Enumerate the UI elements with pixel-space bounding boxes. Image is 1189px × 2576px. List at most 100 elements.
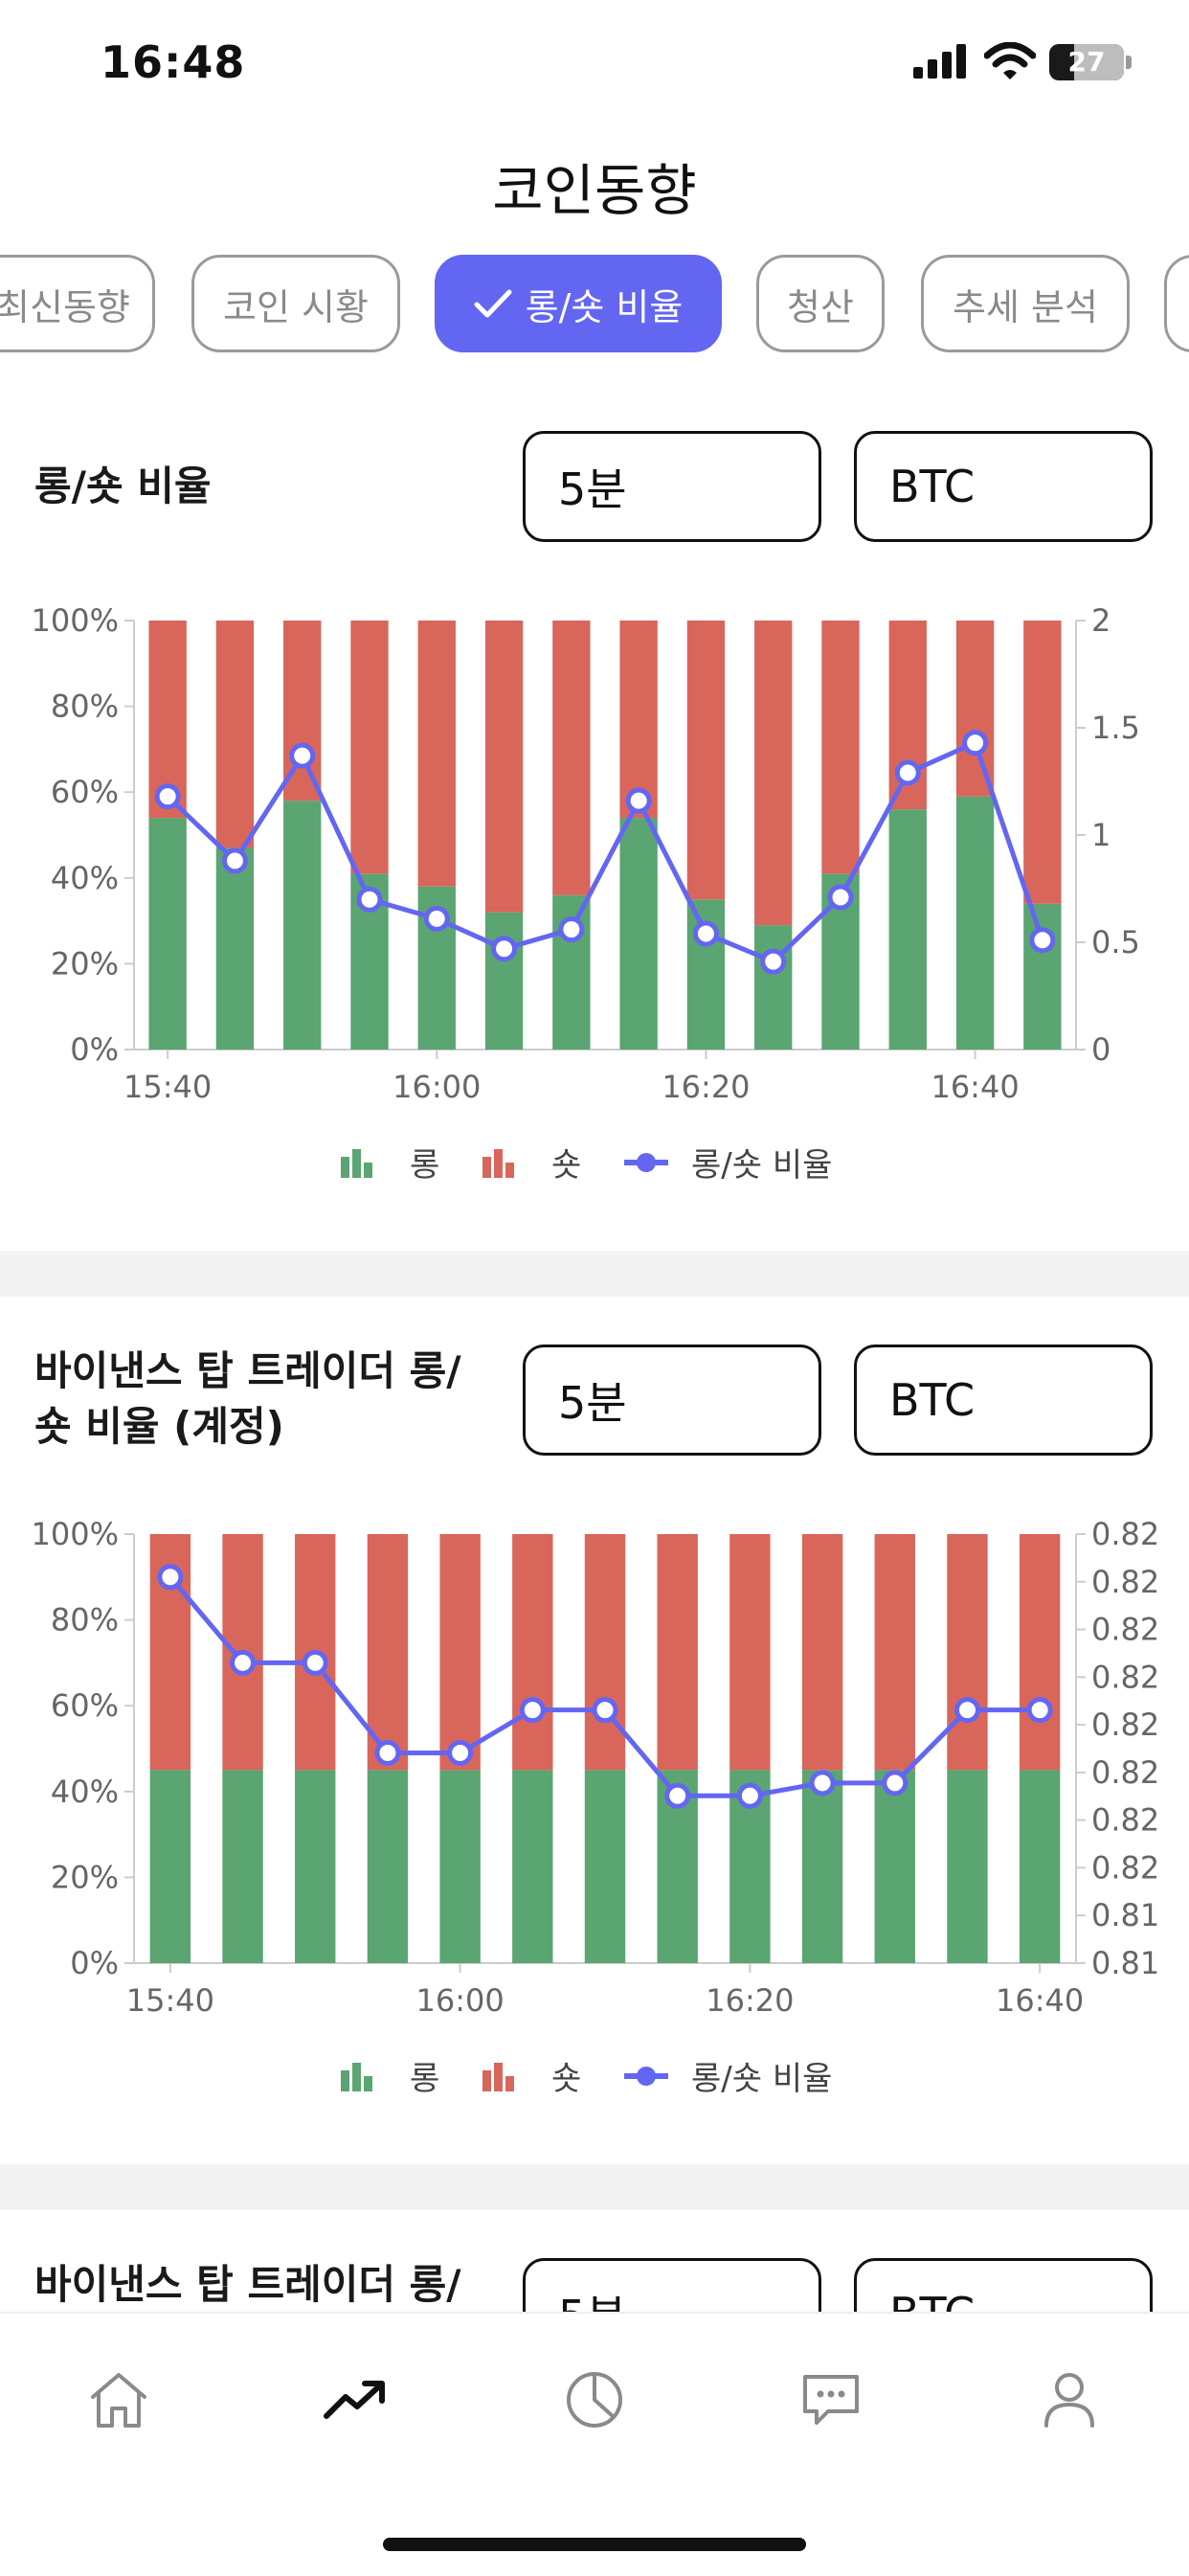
- ratio-point: [230, 1649, 257, 1676]
- ratio-point: [625, 787, 652, 814]
- interval-select[interactable]: 5분: [523, 431, 821, 542]
- y-right-tick-label: 0.82: [1091, 1706, 1159, 1743]
- bottom-nav: [0, 2312, 1189, 2576]
- long-short-chart-svg: 0% 20% 40% 60% 80% 100% 0 0.5 1 1.5 2 15:40 16:00 16:…: [32, 602, 1140, 1185]
- x-tick-label: 15:40: [123, 1069, 212, 1105]
- ratio-point: [519, 1697, 546, 1724]
- tab-label: 청산: [787, 285, 854, 328]
- tab-long-short[interactable]: 롱/숏 비율: [435, 255, 722, 352]
- x-tick-label: 16:20: [662, 1069, 750, 1105]
- ratio-point: [491, 936, 518, 962]
- long-bar: [295, 1770, 336, 1963]
- ratio-point: [809, 1770, 836, 1796]
- legend-short-label: 숏: [551, 2060, 581, 2098]
- y-left-tick-label: 0%: [70, 1031, 119, 1068]
- legend-short-icon: [505, 1163, 514, 1178]
- trend-icon[interactable]: [318, 2361, 394, 2438]
- ratio-point: [894, 759, 921, 786]
- pie-chart-icon[interactable]: [556, 2361, 633, 2438]
- section-title-line2: 숏 비율 (계정): [34, 1403, 284, 1450]
- y-right-tick-label: 0.81: [1091, 1897, 1159, 1933]
- legend-ratio-dot: [637, 2067, 656, 2086]
- home-indicator: [383, 2538, 806, 2551]
- short-bar: [350, 621, 389, 874]
- long-bar: [584, 1770, 626, 1963]
- long-bar: [222, 1770, 263, 1963]
- legend-long-label: 롱: [410, 2060, 439, 2098]
- y-right-tick-label: 2: [1091, 602, 1110, 639]
- interval-select[interactable]: 5분: [523, 1344, 821, 1456]
- ratio-point: [736, 1782, 763, 1809]
- y-left-tick-label: 20%: [51, 1859, 119, 1895]
- section-title-line1: 바이낸스 탑 트레이더 롱/: [34, 1347, 461, 1394]
- y-left-tick-label: 0%: [70, 1945, 119, 1981]
- symbol-value: BTC: [889, 1374, 976, 1426]
- chat-icon[interactable]: [793, 2361, 869, 2438]
- tab-label: 최신동향: [0, 285, 130, 328]
- short-bar: [512, 1534, 553, 1771]
- long-bar: [149, 1770, 191, 1963]
- legend-short-icon: [494, 1149, 503, 1178]
- top-trader-account-chart-svg: 0% 20% 40% 60% 80% 100% 0.81 0.81 0.82 0.82 0.82 0.…: [32, 1516, 1160, 2098]
- ratio-line: [166, 740, 1045, 964]
- y-right-tick-label: 0.82: [1091, 1516, 1159, 1552]
- y-right-tick-label: 0.5: [1091, 924, 1140, 960]
- x-tick-label: 16:00: [416, 1982, 505, 2019]
- x-tick-label: 16:20: [706, 1982, 794, 2019]
- legend-ratio-label: 롱/숏 비율: [691, 2060, 832, 2098]
- ratio-point: [1029, 927, 1056, 954]
- ratio-point: [760, 948, 787, 975]
- x-tick-label: 16:40: [931, 1069, 1019, 1105]
- section-title: 롱/숏 비율: [34, 463, 212, 509]
- legend-long-icon: [364, 1163, 372, 1178]
- short-bar: [801, 1534, 843, 1771]
- ratio-point: [157, 1564, 184, 1591]
- legend-long-icon: [352, 2063, 361, 2091]
- short-bar: [283, 621, 322, 802]
- tab-label: 코인 시황: [223, 285, 369, 328]
- section-divider: [0, 2164, 1189, 2210]
- check-icon: [474, 289, 512, 318]
- y-left-tick-label: 80%: [51, 1602, 119, 1638]
- y-right-tick-label: 0.82: [1091, 1659, 1159, 1695]
- ratio-point: [953, 1697, 980, 1724]
- short-bar: [584, 1534, 626, 1771]
- signal-icon: [913, 44, 966, 79]
- x-tick-label: 16:00: [393, 1069, 481, 1105]
- section-divider: [0, 1251, 1189, 1297]
- x-tick-label: 16:40: [996, 1982, 1084, 2019]
- long-bar: [439, 1770, 481, 1963]
- short-bar: [729, 1534, 771, 1771]
- short-bar: [417, 621, 456, 887]
- long-bar: [1023, 903, 1062, 1050]
- section-title-line1: 바이낸스 탑 트레이더 롱/: [34, 2261, 461, 2308]
- y-left-tick-label: 60%: [51, 774, 119, 810]
- long-bar: [1019, 1770, 1061, 1963]
- legend-long-icon: [341, 2070, 349, 2091]
- y-right-tick-label: 0.82: [1091, 1564, 1159, 1600]
- legend-short-icon: [482, 2070, 491, 2091]
- interval-value: 5분: [558, 463, 627, 515]
- tab-liquidation[interactable]: 청산: [756, 255, 885, 352]
- short-bar: [1023, 621, 1062, 904]
- tab-latest[interactable]: 최신동향: [0, 255, 155, 352]
- symbol-select[interactable]: BTC: [854, 431, 1153, 542]
- home-icon[interactable]: [80, 2361, 157, 2438]
- profile-icon[interactable]: [1031, 2361, 1108, 2438]
- y-right-tick-label: 0.82: [1091, 1754, 1159, 1791]
- ratio-point: [374, 1739, 401, 1766]
- short-bar: [754, 621, 793, 926]
- category-tabs: 최신동향 코인 시황 롱/숏 비율 청산 추세 분석: [0, 255, 1189, 356]
- ratio-point: [962, 730, 989, 757]
- short-bar: [215, 621, 255, 848]
- y-right-tick-label: 0: [1091, 1031, 1110, 1068]
- symbol-select[interactable]: BTC: [854, 1344, 1153, 1456]
- legend-ratio-label: 롱/숏 비율: [691, 1146, 832, 1185]
- tab-trend[interactable]: 추세 분석: [921, 255, 1130, 352]
- tab-more[interactable]: [1164, 255, 1189, 352]
- y-right-tick-label: 0.82: [1091, 1612, 1159, 1648]
- legend-short-icon: [494, 2063, 503, 2091]
- long-bar: [512, 1770, 553, 1963]
- legend-short-label: 숏: [551, 1146, 581, 1185]
- tab-market[interactable]: 코인 시황: [191, 255, 400, 352]
